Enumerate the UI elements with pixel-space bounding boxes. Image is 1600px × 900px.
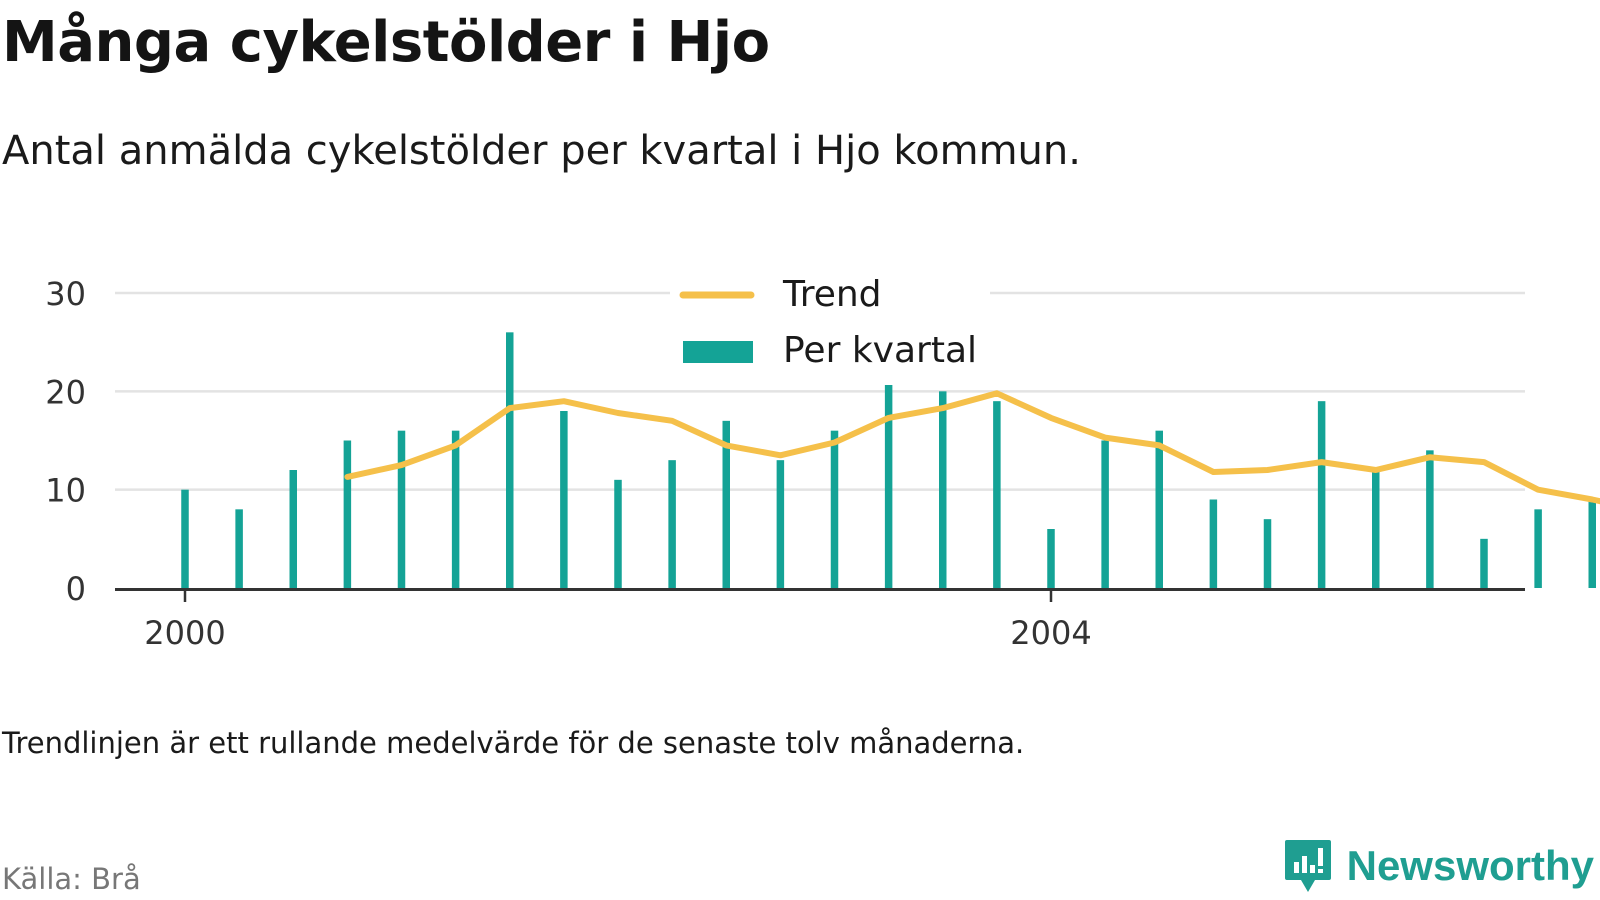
- brand-name: Newsworthy: [1346, 842, 1594, 889]
- bar: [1480, 538, 1488, 588]
- bar: [776, 460, 785, 588]
- source-label: Källa: Brå: [2, 862, 141, 896]
- bar: [1534, 509, 1542, 588]
- x-tick-label: 2004: [1010, 614, 1091, 652]
- y-tick-label: 30: [45, 275, 86, 313]
- legend-bar-swatch: [683, 341, 753, 363]
- bar: [830, 430, 839, 588]
- bar: [614, 479, 622, 588]
- y-axis-ticks: 0 10 20 30: [45, 275, 86, 608]
- x-tick-label: 2000: [144, 614, 225, 652]
- y-tick-label: 0: [66, 570, 86, 608]
- bar: [181, 489, 189, 588]
- bar: [993, 401, 1001, 588]
- bar-series: [181, 332, 1596, 588]
- legend: Trend Per kvartal: [670, 274, 990, 385]
- chart-title: Många cykelstölder i Hjo: [2, 10, 770, 75]
- bar: [235, 509, 243, 588]
- bar: [1426, 450, 1434, 588]
- trend-line: [344, 390, 1600, 505]
- bar: [668, 460, 676, 588]
- bar: [1372, 470, 1380, 588]
- bar: [722, 420, 730, 588]
- bar: [560, 411, 568, 588]
- bar: [1155, 430, 1163, 588]
- y-tick-label: 20: [45, 373, 86, 411]
- bar: [343, 440, 352, 588]
- bar: [289, 470, 297, 588]
- newsworthy-logo-icon: [1284, 840, 1331, 892]
- bar: [397, 430, 406, 588]
- bar: [1317, 401, 1326, 588]
- bar: [1209, 499, 1218, 588]
- bar: [1101, 440, 1109, 588]
- x-axis-ticks: 2000200420082012201620202023: [144, 590, 1092, 652]
- legend-bar-label: Per kvartal: [783, 330, 977, 371]
- bar: [506, 332, 514, 588]
- brand-logo: Newsworthy: [1283, 838, 1594, 894]
- bar: [939, 391, 947, 588]
- bar: [884, 361, 893, 588]
- y-tick-label: 10: [45, 472, 86, 510]
- bar: [1588, 499, 1596, 588]
- bar: [1047, 529, 1055, 588]
- bar: [1263, 519, 1272, 588]
- footnote: Trendlinjen är ett rullande medelvärde f…: [2, 726, 1025, 760]
- bar: [451, 430, 460, 588]
- chart-subtitle: Antal anmälda cykelstölder per kvartal i…: [2, 128, 1081, 174]
- legend-trend-label: Trend: [782, 274, 882, 315]
